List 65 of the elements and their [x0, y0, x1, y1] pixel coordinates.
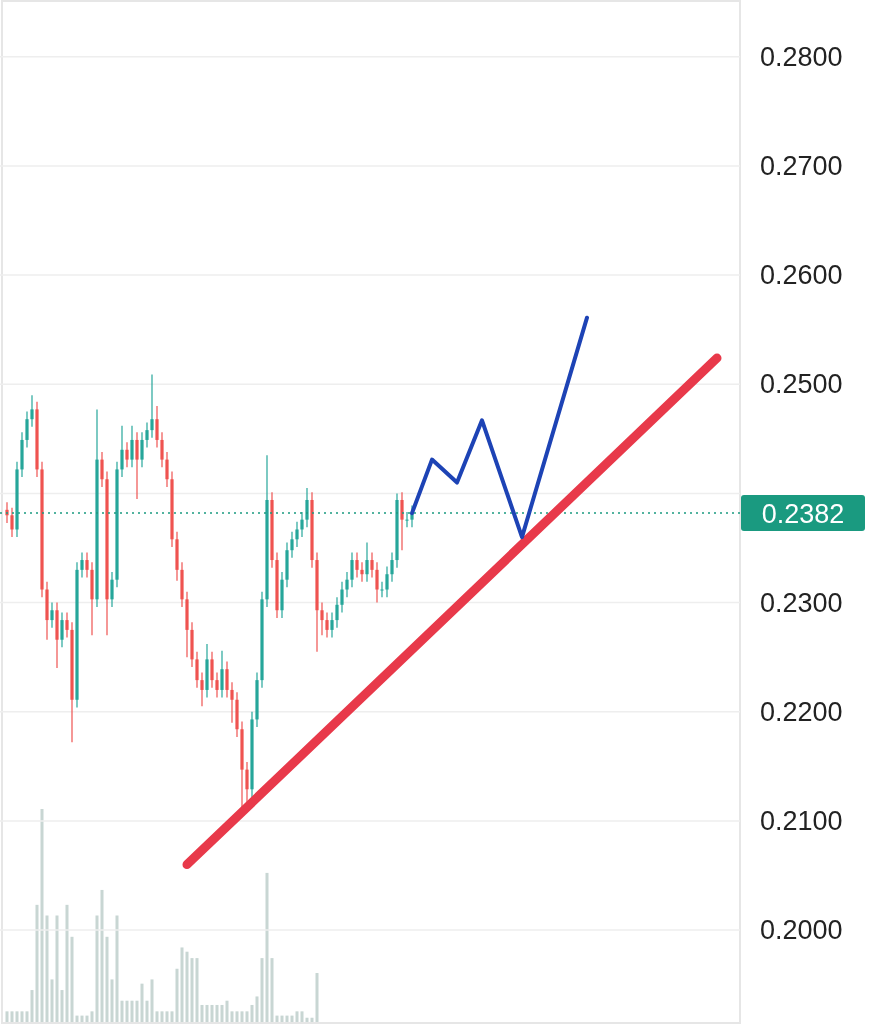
candlestick	[125, 441, 129, 468]
y-tick-label: 0.2700	[760, 151, 843, 182]
candlestick	[160, 431, 164, 468]
candlestick	[320, 602, 324, 636]
line-series	[410, 315, 589, 540]
bar	[40, 809, 44, 1022]
candlestick	[65, 611, 69, 639]
candlestick	[140, 431, 144, 468]
candlestick	[365, 541, 369, 583]
ref-line-label: 0.2382	[761, 499, 845, 530]
candlestick	[335, 596, 339, 629]
candlestick	[100, 451, 104, 488]
candlestick	[225, 660, 229, 699]
candlestick	[130, 425, 134, 468]
bar	[315, 973, 319, 1022]
y-tick-label: 0.2500	[760, 369, 843, 400]
bar	[115, 915, 119, 1022]
candlestick	[80, 551, 84, 579]
y-tick-label: 0.2200	[760, 696, 843, 727]
candlestick	[165, 451, 169, 488]
y-tick-label: 0.2600	[760, 260, 843, 291]
candlestick	[385, 565, 389, 598]
y-tick-label: 0.2100	[760, 806, 843, 837]
candlestick	[220, 650, 224, 699]
candlestick	[380, 581, 384, 598]
candlestick	[405, 511, 409, 528]
candlestick	[390, 551, 394, 583]
candlestick	[60, 611, 64, 648]
candlestick	[345, 571, 349, 598]
candlestick	[155, 405, 159, 449]
candlestick	[145, 421, 149, 449]
candlestick	[290, 531, 294, 559]
candlestick	[135, 431, 139, 500]
candlestick	[85, 551, 89, 579]
bar	[265, 872, 269, 1022]
candlestick	[210, 651, 214, 689]
candlestick	[25, 410, 29, 449]
candlestick	[10, 507, 14, 538]
candlestick	[300, 511, 304, 538]
candlestick	[50, 602, 54, 629]
bar	[150, 979, 154, 1022]
bar	[140, 983, 144, 1022]
candlestick	[215, 671, 219, 699]
candlestick	[360, 561, 364, 583]
candlestick	[195, 651, 199, 689]
candlestick	[230, 681, 234, 724]
y-tick-label: 0.2000	[760, 915, 843, 946]
y-tick-label: 0.2300	[760, 587, 843, 618]
bar	[55, 915, 59, 1022]
candlestick	[150, 373, 154, 439]
candlestick	[325, 611, 329, 639]
candlestick	[370, 551, 374, 579]
candlestick	[200, 671, 204, 707]
candlestick	[350, 551, 354, 588]
candlestick	[375, 561, 379, 604]
candlestick	[355, 551, 359, 579]
candlestick	[400, 491, 404, 551]
y-tick-label: 0.2800	[760, 41, 843, 72]
candlestick	[110, 571, 114, 608]
candlestick	[305, 487, 309, 528]
candlestick	[30, 394, 34, 428]
candlestick	[120, 425, 124, 478]
candlestick	[330, 611, 334, 639]
candlestick	[295, 521, 299, 548]
candlestick	[340, 581, 344, 614]
